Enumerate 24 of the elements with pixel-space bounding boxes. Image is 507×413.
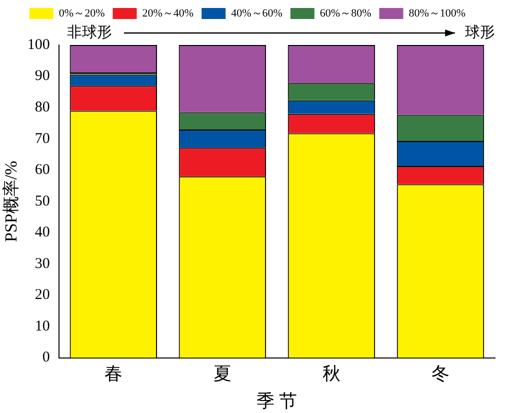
x-tick-label: 夏 xyxy=(213,363,232,384)
y-tick-label: 0 xyxy=(42,350,50,366)
text: 球形 xyxy=(465,24,495,41)
y-tick-label: 30 xyxy=(34,256,50,272)
text: 非球形 xyxy=(66,24,112,41)
x-tick-label: 秋 xyxy=(322,363,340,384)
legend-label: 60%～80% xyxy=(320,7,372,20)
y-tick-label: 50 xyxy=(34,193,50,210)
legend-label: 0%～20% xyxy=(58,7,105,20)
legend-label: 20%～40% xyxy=(142,7,194,20)
y-tick-label: 60 xyxy=(34,162,50,178)
x-tick-label: 春 xyxy=(104,363,122,384)
x-tick-label: 冬 xyxy=(431,363,450,384)
y-tick-label: 70 xyxy=(34,130,50,147)
y-tick-label: 90 xyxy=(34,68,50,84)
y-tick-label: 40 xyxy=(34,224,50,241)
legend-label: 80%～100% xyxy=(408,7,466,20)
y-tick-label: 100 xyxy=(27,36,50,53)
y-tick-label: 10 xyxy=(34,318,50,334)
y-tick-label: 20 xyxy=(34,287,50,304)
legend-label: 40%～60% xyxy=(231,7,282,20)
x-axis-title: 季 节 xyxy=(256,390,298,411)
y-tick-label: 80 xyxy=(34,99,50,116)
y-axis-title: PSP概率/% xyxy=(2,160,21,242)
